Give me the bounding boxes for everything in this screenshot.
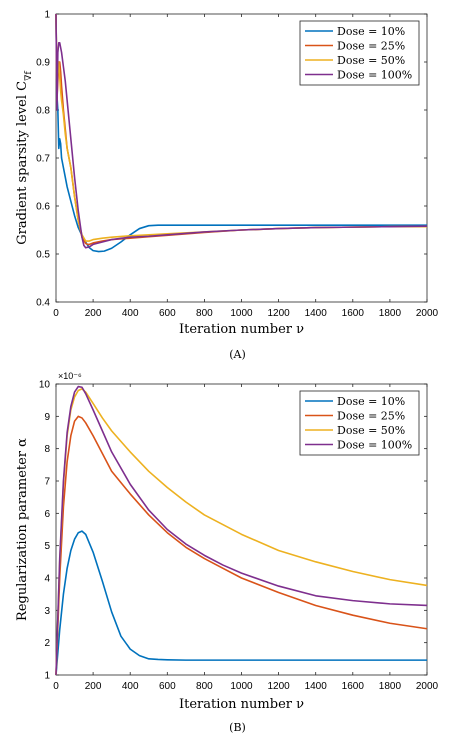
x-tick-label: 2000 <box>416 308 439 319</box>
x-axis-label: Iteration number ν <box>179 697 304 712</box>
x-tick-label: 600 <box>159 681 176 692</box>
legend: Dose = 10% Dose = 25%Dose = 50% Dose = 100… <box>299 20 420 86</box>
y-axis-label: Regularization parameter α <box>15 438 30 621</box>
y-tick-label: 9 <box>44 412 50 423</box>
y-tick-label: 2 <box>44 638 50 649</box>
x-tick-label: 800 <box>196 308 213 319</box>
legend-entry: Dose = 25% <box>337 40 405 53</box>
y-tick-label: 5 <box>44 541 50 552</box>
y-tick-label: 4 <box>44 574 50 585</box>
x-tick-label: 200 <box>85 681 102 692</box>
y-tick-label: 8 <box>44 444 50 455</box>
y-tick-label: 6 <box>44 509 50 520</box>
legend: Dose = 10% Dose = 25%Dose = 50% Dose = 100… <box>299 390 420 456</box>
x-tick-label: 1600 <box>342 308 365 319</box>
y-tick-label: 0.9 <box>36 58 50 69</box>
figure-caption: (B) <box>229 721 246 734</box>
x-tick-label: 1400 <box>305 308 328 319</box>
legend-entry: Dose = 100% <box>337 69 412 82</box>
x-tick-label: 0 <box>53 681 59 692</box>
y-axis-multiplier: ×10⁻⁶ <box>58 371 82 381</box>
x-tick-label: 600 <box>159 308 176 319</box>
legend-entry: Dose = 25% <box>337 410 405 423</box>
y-tick-label: 3 <box>44 606 50 617</box>
y-tick-label: 0.7 <box>36 154 50 165</box>
chart-b: 0 200 400 600 800 1000 1200 1400 1600 1800 2000 1 2 3… <box>15 371 439 734</box>
x-tick-label: 2000 <box>416 681 439 692</box>
x-tick-label: 1600 <box>342 681 365 692</box>
x-tick-label: 1800 <box>379 681 402 692</box>
series-line-4 <box>55 385 428 676</box>
series-line-2 <box>55 415 428 676</box>
x-axis-label: Iteration number ν <box>179 322 304 337</box>
x-tick-label: 1400 <box>305 681 328 692</box>
x-tick-label: 0 <box>53 308 59 319</box>
series-line-1 <box>55 13 427 253</box>
x-tick-label: 1200 <box>267 681 290 692</box>
y-tick-label: 0.6 <box>36 202 50 213</box>
y-tick-label: 0.8 <box>36 106 50 117</box>
series-line-4 <box>55 13 428 249</box>
x-tick-label: 400 <box>122 681 139 692</box>
y-tick-label: 0.5 <box>36 250 50 261</box>
x-tick-label: 1200 <box>267 308 290 319</box>
y-tick-label: 7 <box>44 477 50 488</box>
x-tick-label: 1800 <box>379 308 402 319</box>
x-tick-label: 1000 <box>230 681 253 692</box>
x-tick-label: 1000 <box>230 308 253 319</box>
x-tick-label: 800 <box>196 681 213 692</box>
legend-entry: Dose = 10% <box>337 395 405 408</box>
series-line-1 <box>55 530 427 676</box>
legend-entry: Dose = 50% <box>337 424 405 437</box>
legend-entry: Dose = 50% <box>337 54 405 67</box>
figure-caption: (A) <box>229 348 246 361</box>
y-tick-label: 1 <box>44 10 50 21</box>
legend-entry: Dose = 100% <box>337 439 412 452</box>
y-tick-label: 10 <box>39 380 51 391</box>
x-tick-label: 400 <box>122 308 139 319</box>
y-tick-label: 0.4 <box>36 298 50 309</box>
chart-a: 0 200 400 600 800 1000 1200 1400 1600 1800 2000 0.4… <box>15 10 439 362</box>
legend-entry: Dose = 10% <box>337 25 405 38</box>
x-tick-label: 200 <box>85 308 102 319</box>
y-tick-label: 1 <box>44 671 50 682</box>
y-axis-label: Gradient sparsity level C∇f <box>15 71 34 245</box>
